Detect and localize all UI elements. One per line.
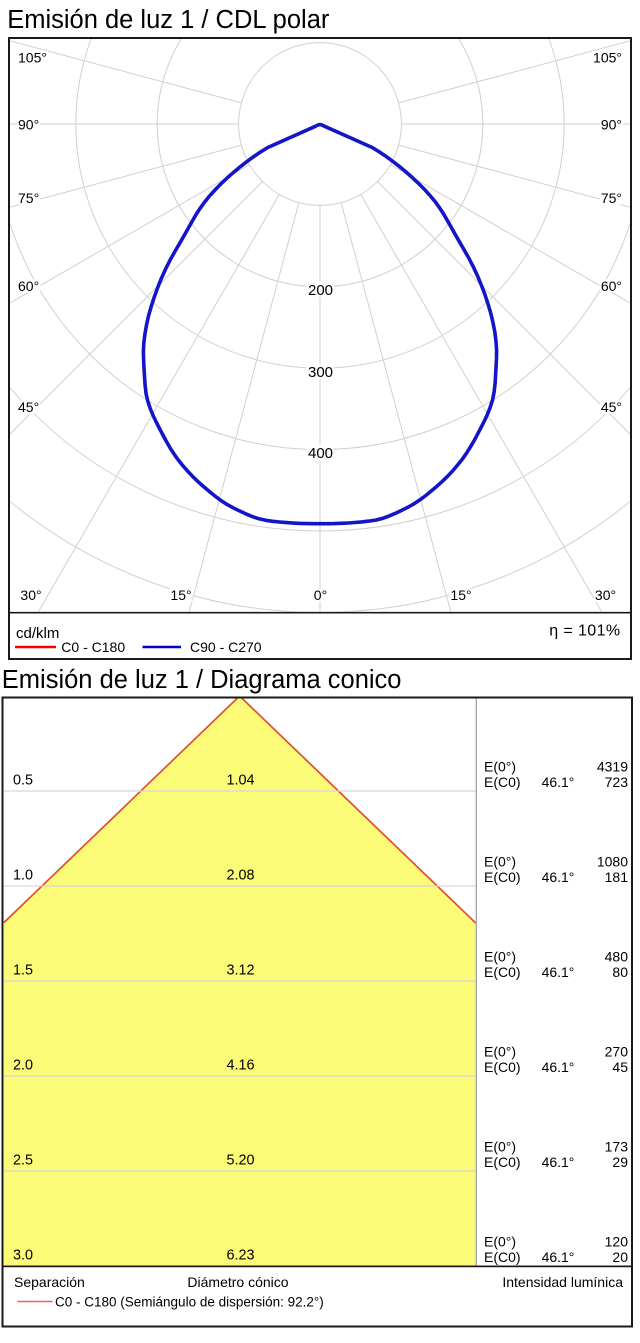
svg-text:46.1°: 46.1° <box>542 774 575 790</box>
svg-text:723: 723 <box>605 774 629 790</box>
svg-text:200: 200 <box>308 282 333 299</box>
svg-text:30°: 30° <box>595 587 616 603</box>
svg-text:105°: 105° <box>593 50 622 66</box>
svg-text:3.12: 3.12 <box>226 963 254 979</box>
svg-text:15°: 15° <box>170 587 191 603</box>
svg-text:20: 20 <box>612 1249 628 1265</box>
svg-text:46.1°: 46.1° <box>542 964 575 980</box>
svg-text:E(0°): E(0°) <box>484 854 516 870</box>
svg-text:Intensidad lumínica: Intensidad lumínica <box>502 1274 623 1290</box>
svg-text:2.5: 2.5 <box>13 1153 33 1169</box>
svg-text:46.1°: 46.1° <box>542 1154 575 1170</box>
svg-text:C0 - C180: C0 - C180 <box>61 639 125 655</box>
svg-text:1080: 1080 <box>597 854 628 870</box>
svg-text:cd/klm: cd/klm <box>16 625 59 642</box>
svg-text:E(C0): E(C0) <box>484 774 521 790</box>
svg-text:75°: 75° <box>18 190 39 206</box>
svg-text:300: 300 <box>308 364 333 381</box>
svg-text:Separación: Separación <box>14 1274 85 1290</box>
svg-text:2.0: 2.0 <box>13 1058 33 1074</box>
svg-text:480: 480 <box>605 949 629 965</box>
svg-text:Emisión de luz 1 / Diagrama co: Emisión de luz 1 / Diagrama conico <box>2 666 402 694</box>
svg-text:E(0°): E(0°) <box>484 949 516 965</box>
svg-text:270: 270 <box>605 1044 629 1060</box>
svg-text:15°: 15° <box>450 587 471 603</box>
svg-text:E(C0): E(C0) <box>484 869 521 885</box>
svg-text:0.5: 0.5 <box>13 773 33 789</box>
svg-text:60°: 60° <box>18 278 39 294</box>
svg-text:120: 120 <box>605 1234 629 1250</box>
svg-text:90°: 90° <box>601 117 622 133</box>
svg-text:46.1°: 46.1° <box>542 869 575 885</box>
svg-text:E(C0): E(C0) <box>484 964 521 980</box>
svg-text:75°: 75° <box>601 190 622 206</box>
svg-text:1.04: 1.04 <box>226 773 254 789</box>
svg-text:400: 400 <box>308 445 333 462</box>
svg-text:6.23: 6.23 <box>226 1248 254 1264</box>
svg-text:0°: 0° <box>314 587 327 603</box>
svg-text:E(C0): E(C0) <box>484 1249 521 1265</box>
svg-text:2.08: 2.08 <box>226 868 254 884</box>
svg-text:60°: 60° <box>601 278 622 294</box>
svg-text:45°: 45° <box>601 399 622 415</box>
svg-text:45°: 45° <box>18 399 39 415</box>
svg-text:80: 80 <box>612 964 628 980</box>
svg-text:105°: 105° <box>18 50 47 66</box>
svg-text:E(0°): E(0°) <box>484 1044 516 1060</box>
svg-text:C90 - C270: C90 - C270 <box>190 639 262 655</box>
svg-text:46.1°: 46.1° <box>542 1059 575 1075</box>
svg-text:E(C0): E(C0) <box>484 1059 521 1075</box>
svg-text:4319: 4319 <box>597 759 628 775</box>
svg-text:η = 101%: η = 101% <box>549 623 620 640</box>
svg-text:1.0: 1.0 <box>13 868 33 884</box>
svg-text:30°: 30° <box>20 587 41 603</box>
svg-text:46.1°: 46.1° <box>542 1249 575 1265</box>
svg-text:E(C0): E(C0) <box>484 1154 521 1170</box>
svg-text:3.0: 3.0 <box>13 1248 33 1264</box>
svg-text:Emisión de luz 1 / CDL polar: Emisión de luz 1 / CDL polar <box>7 6 330 34</box>
svg-text:90°: 90° <box>18 117 39 133</box>
svg-text:E(0°): E(0°) <box>484 759 516 775</box>
svg-text:Diámetro cónico: Diámetro cónico <box>187 1274 288 1290</box>
svg-text:4.16: 4.16 <box>226 1058 254 1074</box>
svg-text:E(0°): E(0°) <box>484 1234 516 1250</box>
svg-text:1.5: 1.5 <box>13 963 33 979</box>
svg-text:29: 29 <box>612 1154 628 1170</box>
svg-text:173: 173 <box>605 1139 629 1155</box>
svg-text:E(0°): E(0°) <box>484 1139 516 1155</box>
svg-text:5.20: 5.20 <box>226 1153 254 1169</box>
svg-text:45: 45 <box>612 1059 628 1075</box>
svg-text:C0 - C180 (Semiángulo de dispe: C0 - C180 (Semiángulo de dispersión: 92.… <box>55 1295 324 1310</box>
svg-text:181: 181 <box>605 869 629 885</box>
